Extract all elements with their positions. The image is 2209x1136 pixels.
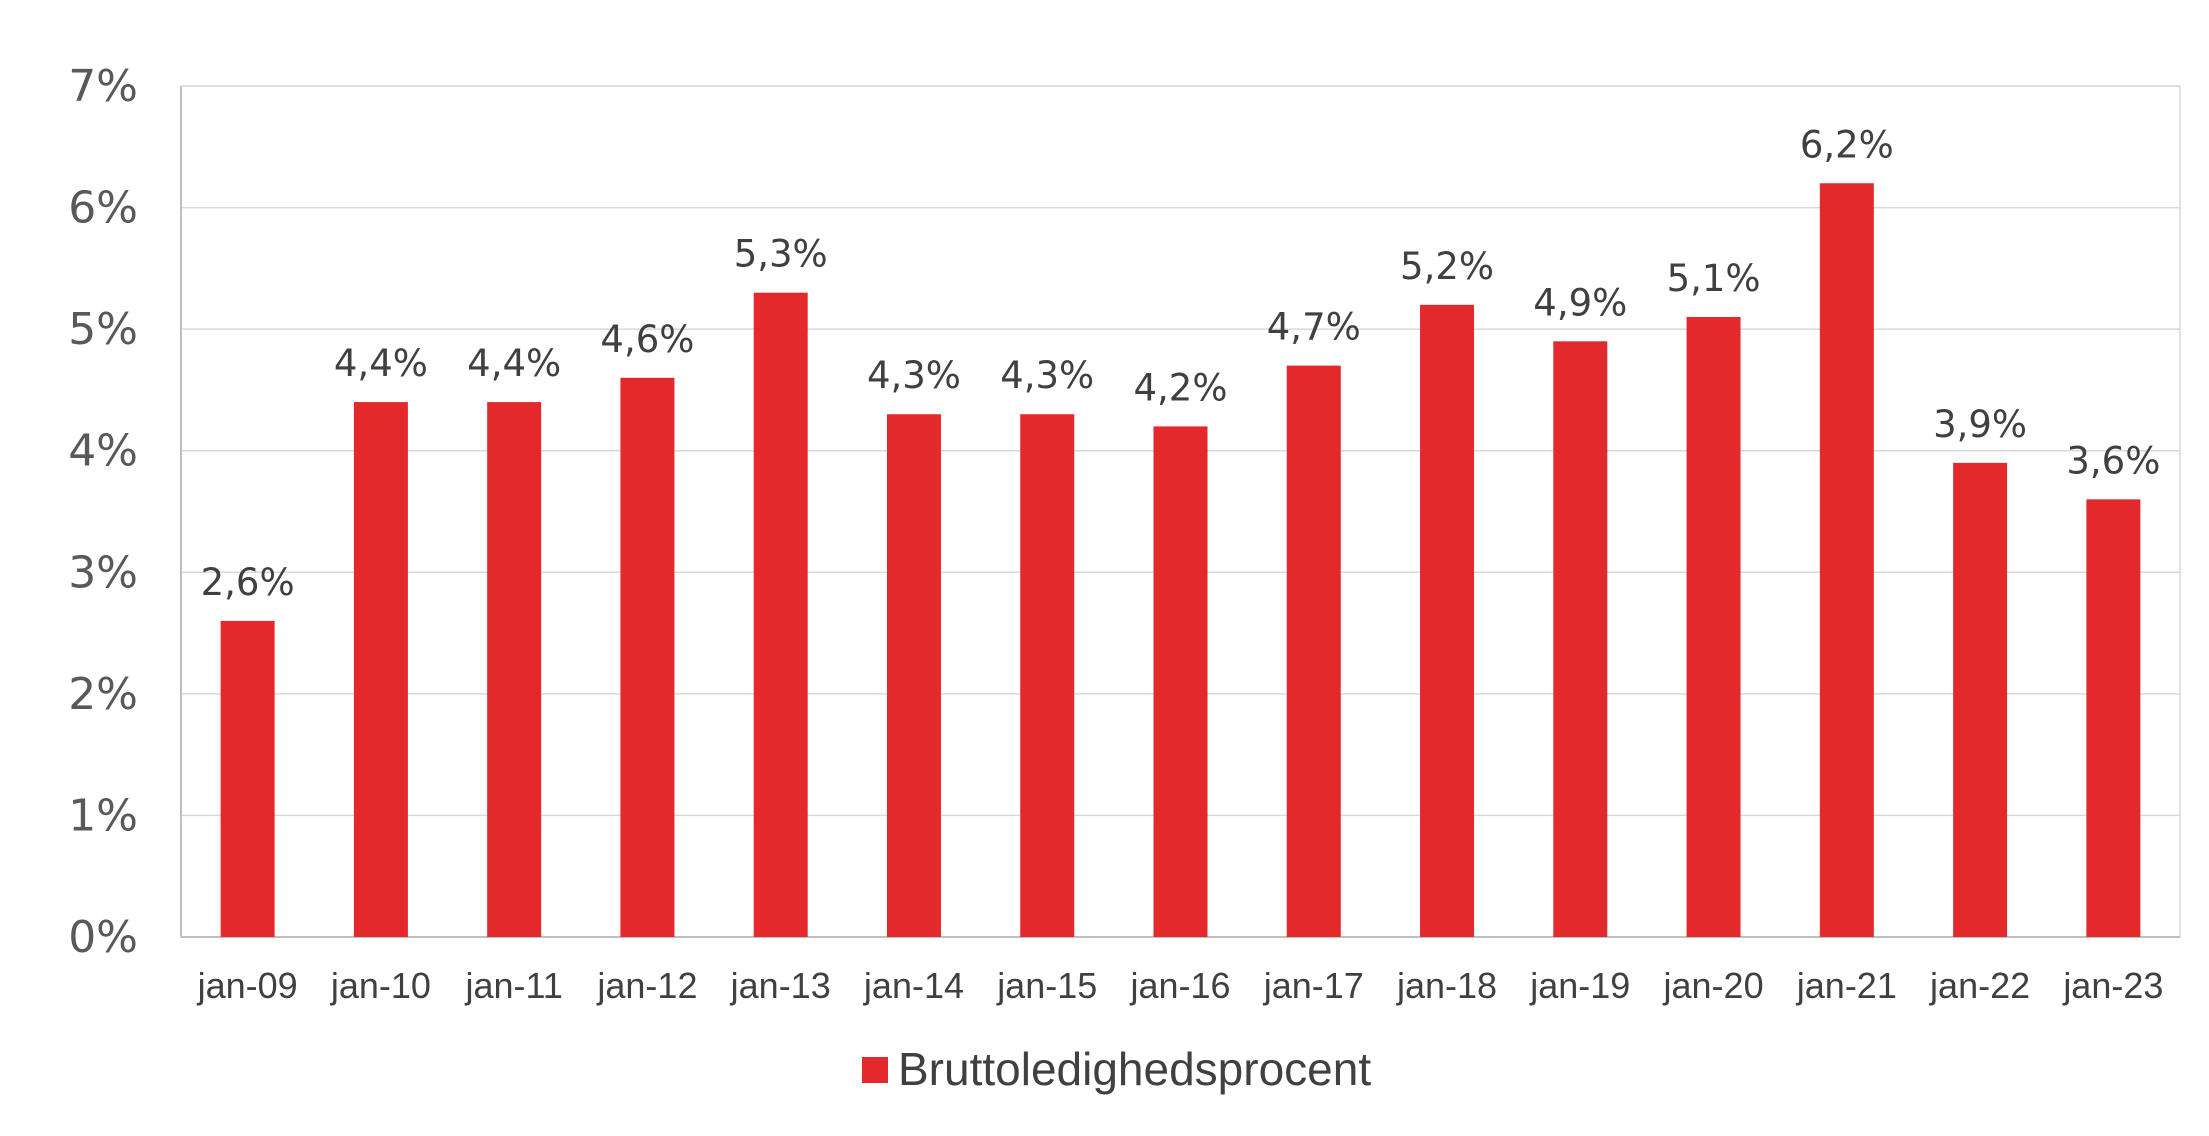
x-tick-label: jan-19 — [1529, 965, 1630, 1006]
legend-swatch — [862, 1057, 888, 1083]
x-tick-label: jan-12 — [596, 965, 697, 1006]
y-axis-ticks: 0% 1% 2% 3% 4% 5% 6% 7% — [68, 61, 138, 963]
data-label: 4,9% — [1533, 281, 1627, 324]
bar — [1286, 365, 1341, 938]
bar — [886, 414, 941, 937]
data-label: 4,3% — [867, 354, 961, 397]
data-label: 5,2% — [1400, 245, 1494, 288]
bar — [487, 402, 542, 938]
y-tick-label: 2% — [68, 669, 138, 720]
data-label: 3,9% — [1933, 403, 2027, 446]
bar — [353, 402, 408, 938]
data-label: 6,2% — [1800, 123, 1894, 166]
y-tick-label: 0% — [68, 912, 138, 963]
data-label: 5,3% — [734, 233, 828, 276]
data-label: 4,3% — [1000, 354, 1094, 397]
y-tick-label: 4% — [68, 426, 138, 477]
bar — [2086, 499, 2141, 937]
bar — [1153, 426, 1208, 937]
x-axis-ticks: jan-09 jan-10 jan-11 jan-12 jan-13 jan-14 jan-… — [197, 965, 2164, 1006]
bars — [220, 183, 2141, 938]
data-label: 4,7% — [1267, 306, 1361, 349]
x-tick-label: jan-13 — [730, 965, 831, 1006]
x-tick-label: jan-21 — [1796, 965, 1897, 1006]
data-label: 2,6% — [201, 561, 295, 604]
x-tick-label: jan-16 — [1129, 965, 1230, 1006]
data-label: 4,4% — [334, 342, 428, 385]
x-tick-label: jan-22 — [1929, 965, 2030, 1006]
data-label: 4,2% — [1134, 366, 1228, 409]
bar — [1953, 462, 2008, 937]
data-labels: 2,6% 4,4% 4,4% 4,6% 5,3% 4,3% 4,3% 4,2% 4,7% 5,2%… — [201, 123, 2161, 604]
bar — [1020, 414, 1075, 937]
x-tick-label: jan-20 — [1663, 965, 1764, 1006]
bar — [1553, 341, 1608, 937]
bar — [620, 377, 675, 937]
y-tick-label: 1% — [68, 790, 138, 841]
bar — [1686, 316, 1741, 937]
bar — [1819, 183, 1874, 937]
x-tick-label: jan-18 — [1396, 965, 1497, 1006]
y-tick-label: 6% — [68, 183, 138, 234]
y-tick-label: 3% — [68, 547, 138, 598]
x-tick-label: jan-11 — [464, 965, 562, 1006]
data-label: 4,6% — [600, 318, 694, 361]
x-tick-label: jan-15 — [996, 965, 1097, 1006]
legend: Bruttoledighedsprocent — [862, 1043, 1371, 1095]
x-tick-label: jan-09 — [197, 965, 298, 1006]
x-tick-label: jan-23 — [2062, 965, 2163, 1006]
data-label: 5,1% — [1667, 257, 1761, 300]
x-tick-label: jan-10 — [330, 965, 431, 1006]
bar — [753, 292, 808, 938]
y-tick-label: 7% — [68, 61, 138, 112]
data-label: 4,4% — [467, 342, 561, 385]
legend-label: Bruttoledighedsprocent — [898, 1043, 1371, 1095]
bar — [220, 620, 275, 937]
bar — [1420, 304, 1475, 937]
data-label: 3,6% — [2066, 439, 2160, 482]
y-tick-label: 5% — [68, 304, 138, 355]
x-tick-label: jan-14 — [863, 965, 964, 1006]
x-tick-label: jan-17 — [1263, 965, 1364, 1006]
